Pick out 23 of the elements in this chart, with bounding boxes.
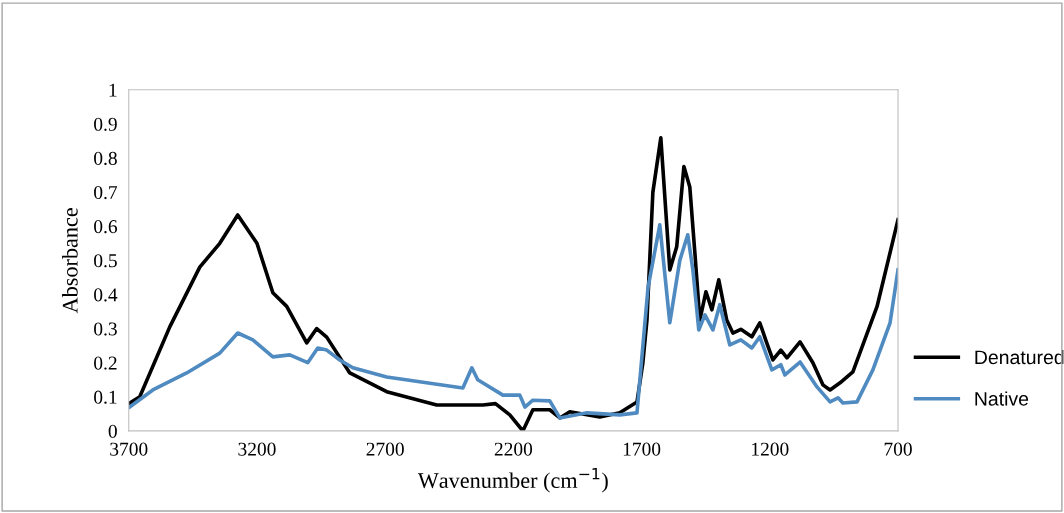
x-tick-label: 2200 [494,442,533,456]
x-axis-title: Wavenumber (cm$^{−1}$) [417,468,608,493]
y-tick-label: 0.8 [94,151,117,166]
x-tick-label: 2700 [366,442,404,456]
x-tick-label: 1200 [752,442,789,456]
legend-label: Native [975,391,1029,406]
y-tick-label: 0.6 [94,220,118,234]
y-tick-label: 0.7 [94,185,118,200]
y-tick-label: 0.3 [94,322,117,336]
x-tick-label: 3200 [238,442,276,456]
y-tick-label: 0.5 [94,254,117,268]
y-tick-label: 0 [108,424,117,438]
y-tick-label: 0.1 [94,390,117,404]
x-tick-label: 1700 [623,442,661,456]
y-tick-label: 0.9 [94,117,117,131]
x-tick-label: 700 [884,442,912,456]
y-axis-title: Absorbance [62,208,78,314]
y-tick-label: 0.4 [94,288,118,302]
line-series [128,223,899,420]
x-tick-label: 3700 [110,442,148,456]
y-tick-label: 0.2 [94,356,117,370]
legend-label: Denatured [975,349,1064,365]
y-tick-label: 1 [109,83,117,97]
